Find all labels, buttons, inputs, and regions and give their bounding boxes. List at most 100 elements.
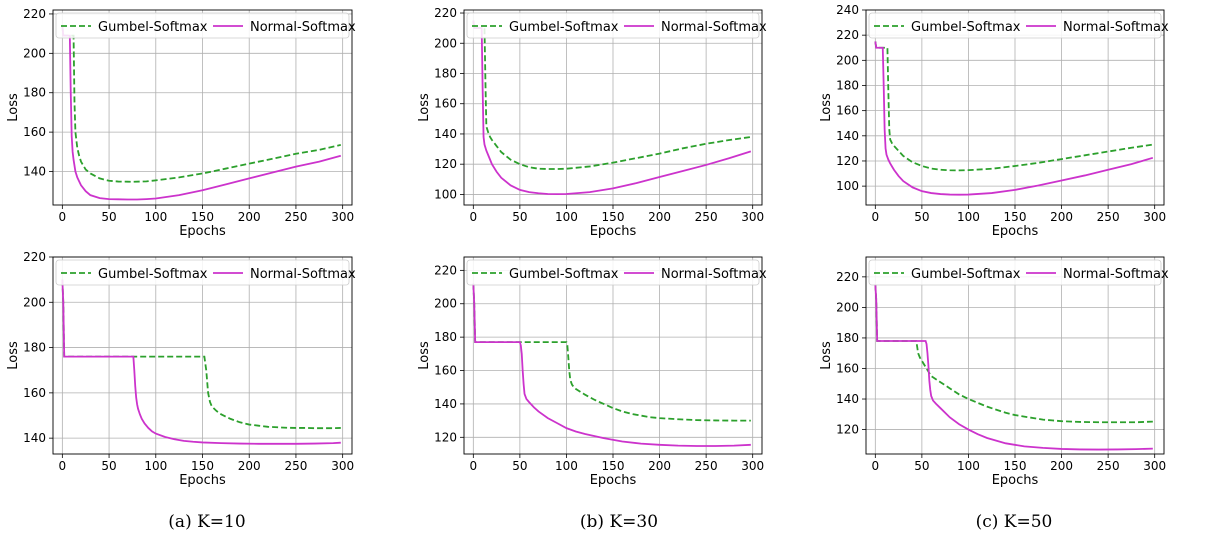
y-tick-label: 120 (434, 157, 457, 171)
x-axis-label: Epochs (590, 473, 637, 488)
y-tick-label: 160 (23, 386, 46, 400)
x-axis-label: Epochs (179, 224, 226, 239)
x-tick-label: 250 (695, 459, 718, 473)
y-tick-label: 160 (434, 364, 457, 378)
y-tick-label: 140 (836, 392, 859, 406)
subplot-2: 0 50 100 150 200 250 300 100 120 140 160 180 200 220 2… (819, 3, 1169, 239)
legend-label: Normal-Softmax (661, 267, 767, 282)
plot-frame (865, 256, 1165, 455)
legend: Gumbel-Softmax Normal-Softmax (55, 259, 356, 286)
x-tick-label: 200 (1050, 210, 1073, 224)
y-tick-label: 220 (836, 270, 859, 284)
subplot-1: 0 50 100 150 200 250 300 100 120 140 160 180 200 220 G… (417, 6, 767, 239)
series-line-gumbel (61, 25, 341, 183)
y-tick-label: 140 (434, 397, 457, 411)
y-tick-label: 220 (23, 250, 46, 264)
y-axis-label: Loss (6, 341, 21, 370)
y-tick-label: 180 (23, 341, 46, 355)
legend-box (55, 259, 350, 286)
series-line-gumbel (874, 41, 1153, 172)
y-tick-label: 100 (434, 187, 457, 201)
legend-label: Gumbel-Softmax (98, 20, 208, 35)
plot-frame (865, 9, 1165, 206)
legend-label: Normal-Softmax (250, 20, 356, 35)
x-tick-label: 200 (648, 210, 671, 224)
y-tick-label: 100 (836, 179, 859, 193)
x-tick-label: 300 (331, 459, 354, 473)
y-tick-label: 160 (836, 104, 859, 118)
x-tick-label: 250 (284, 459, 307, 473)
x-tick-label: 200 (1050, 459, 1073, 473)
legend-label: Normal-Softmax (661, 20, 767, 35)
y-tick-label: 140 (836, 129, 859, 143)
series-line-gumbel (472, 20, 751, 170)
y-tick-label: 180 (434, 330, 457, 344)
series-line-normal (874, 284, 1153, 451)
y-tick-label: 200 (23, 46, 46, 60)
x-tick-label: 100 (957, 210, 980, 224)
y-tick-label: 120 (836, 423, 859, 437)
x-tick-label: 100 (555, 210, 578, 224)
y-tick-label: 140 (23, 165, 46, 179)
x-tick-label: 150 (1004, 210, 1027, 224)
y-tick-label: 180 (434, 66, 457, 80)
x-tick-label: 50 (101, 210, 116, 224)
legend: Gumbel-Softmax Normal-Softmax (466, 12, 767, 39)
y-axis-label: Loss (417, 93, 432, 122)
x-tick-label: 200 (238, 210, 261, 224)
x-tick-label: 150 (191, 210, 214, 224)
x-tick-label: 0 (59, 210, 67, 224)
series-line-normal (472, 20, 752, 196)
legend: Gumbel-Softmax Normal-Softmax (868, 259, 1169, 286)
y-tick-label: 120 (836, 154, 859, 168)
y-axis-label: Loss (819, 93, 834, 122)
y-tick-label: 180 (836, 331, 859, 345)
x-axis-label: Epochs (992, 224, 1039, 239)
y-tick-label: 160 (836, 361, 859, 375)
legend-box (868, 12, 1162, 39)
legend: Gumbel-Softmax Normal-Softmax (868, 12, 1169, 39)
caption-b: (b) K=30 (579, 512, 659, 532)
y-tick-label: 200 (434, 297, 457, 311)
x-tick-label: 100 (957, 459, 980, 473)
x-tick-label: 150 (191, 459, 214, 473)
y-tick-label: 120 (434, 430, 457, 444)
legend-label: Gumbel-Softmax (509, 20, 619, 35)
x-tick-label: 50 (914, 459, 929, 473)
y-tick-label: 160 (434, 97, 457, 111)
x-tick-label: 0 (871, 459, 879, 473)
series-line-gumbel (874, 284, 1153, 424)
y-tick-label: 140 (434, 127, 457, 141)
legend: Gumbel-Softmax Normal-Softmax (55, 12, 356, 39)
y-axis-label: Loss (819, 341, 834, 370)
legend-label: Gumbel-Softmax (911, 20, 1021, 35)
legend-box (466, 12, 760, 39)
plot-frame (463, 9, 763, 206)
legend-box (868, 259, 1162, 286)
x-tick-label: 300 (1143, 210, 1166, 224)
subplot-4: 0 50 100 150 200 250 300 120 140 160 180 200 220 Gumb… (417, 256, 767, 488)
y-axis-label: Loss (417, 341, 432, 370)
x-tick-label: 300 (1143, 459, 1166, 473)
caption-a: (a) K=10 (168, 512, 246, 532)
x-tick-label: 0 (469, 459, 477, 473)
y-tick-label: 140 (23, 431, 46, 445)
legend-box (466, 259, 760, 286)
y-tick-label: 180 (836, 78, 859, 92)
legend-label: Normal-Softmax (250, 267, 356, 282)
legend-label: Normal-Softmax (1063, 267, 1169, 282)
x-tick-label: 250 (1097, 459, 1120, 473)
y-tick-label: 220 (434, 6, 457, 20)
legend-label: Gumbel-Softmax (98, 267, 208, 282)
x-tick-label: 200 (648, 459, 671, 473)
series-line-normal (61, 279, 341, 445)
legend-label: Normal-Softmax (1063, 20, 1169, 35)
x-tick-label: 100 (144, 459, 167, 473)
y-tick-label: 200 (23, 295, 46, 309)
x-tick-label: 0 (59, 459, 67, 473)
series-line-gumbel (472, 283, 751, 422)
legend-label: Gumbel-Softmax (911, 267, 1021, 282)
x-tick-label: 50 (914, 210, 929, 224)
x-tick-label: 0 (871, 210, 879, 224)
y-tick-label: 160 (23, 125, 46, 139)
